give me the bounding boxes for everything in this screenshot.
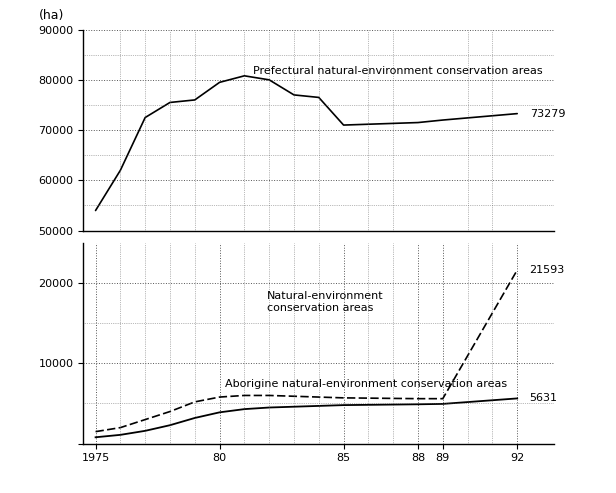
Text: Aborigine natural-environment conservation areas: Aborigine natural-environment conservati… [224,380,506,389]
Text: (ha): (ha) [38,8,64,22]
Text: Prefectural natural-environment conservation areas: Prefectural natural-environment conserva… [253,66,543,76]
Text: 5631: 5631 [530,393,557,403]
Text: Natural-environment
conservation areas: Natural-environment conservation areas [267,291,384,313]
Text: 21593: 21593 [530,265,565,275]
Text: 73279: 73279 [530,108,565,119]
